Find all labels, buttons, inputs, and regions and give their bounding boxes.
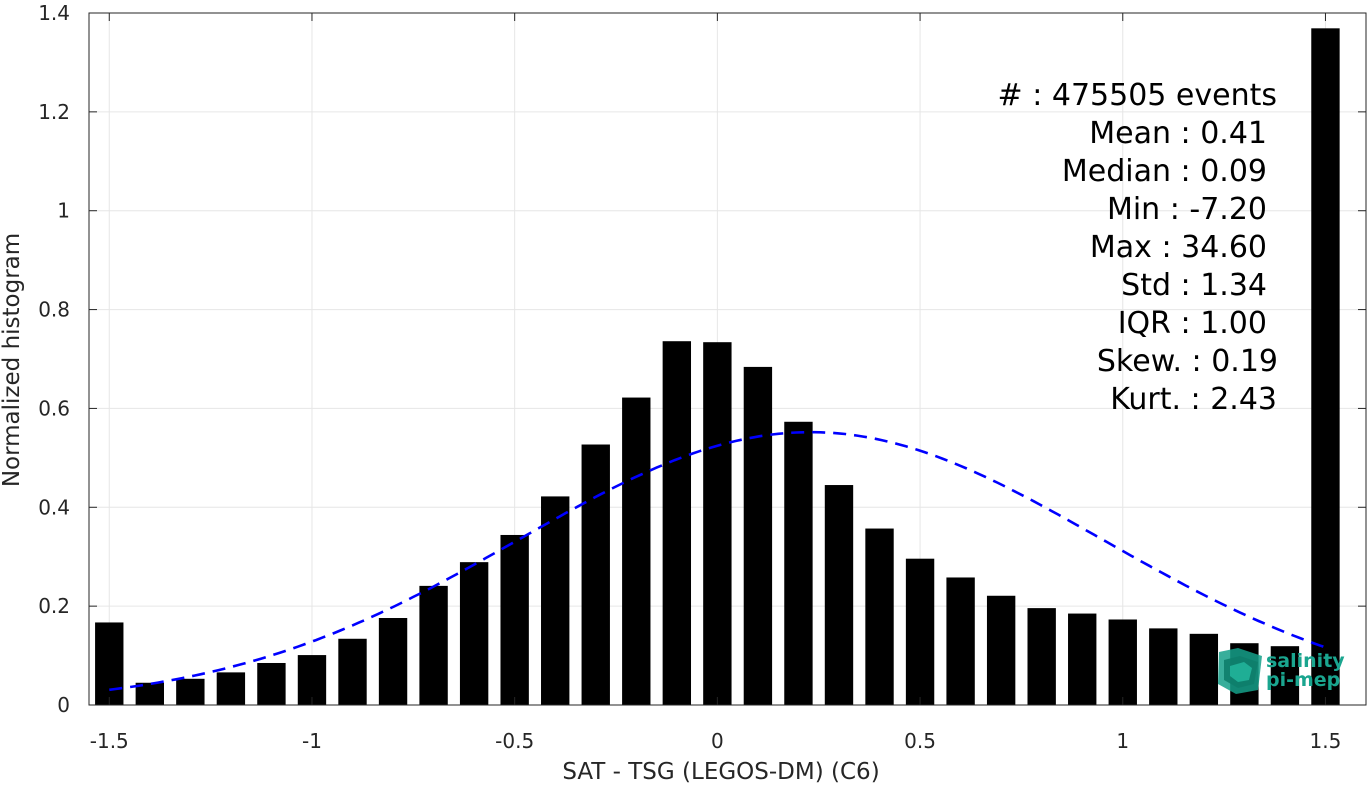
histogram-bar xyxy=(541,496,570,705)
normal-fit-curve xyxy=(109,430,1326,692)
y-tick-label: 0 xyxy=(57,693,70,717)
histogram-bar xyxy=(784,421,813,705)
histogram-bar xyxy=(1189,633,1219,705)
histogram-bar xyxy=(1108,619,1137,705)
x-tick-label: 1.5 xyxy=(1310,729,1342,753)
y-tick-label: 1.2 xyxy=(38,100,70,124)
logo-line2: pi-mep xyxy=(1266,669,1340,691)
histogram-bar xyxy=(865,528,894,705)
x-tick-label: -1 xyxy=(302,729,322,753)
histogram-bar xyxy=(986,595,1016,705)
axes-frame xyxy=(88,12,1367,706)
y-tick-label: 1.4 xyxy=(38,1,70,25)
histogram-bar xyxy=(338,638,367,705)
histogram-bar xyxy=(824,485,854,705)
y-tick-label: 0.4 xyxy=(38,495,70,519)
stat-line: Min : -7.20 xyxy=(1107,192,1267,227)
histogram-bar xyxy=(1068,613,1097,705)
stat-line: Skew. : 0.19 xyxy=(1097,344,1278,379)
histogram-bars xyxy=(95,28,1340,705)
y-axis-ticks: 0 0.2 0.4 0.6 0.8 1 1.2 1.4 xyxy=(38,1,1366,717)
histogram-bar xyxy=(743,366,773,705)
stat-line: Kurt. : 2.43 xyxy=(1110,382,1277,417)
histogram-bar xyxy=(459,562,489,705)
x-tick-label: -0.5 xyxy=(495,729,534,753)
histogram-bar xyxy=(216,672,246,705)
plot-border xyxy=(88,12,1367,706)
histogram-bar xyxy=(622,397,651,705)
y-tick-label: 0.2 xyxy=(38,594,70,618)
histogram-bar xyxy=(135,682,164,705)
stat-line: IQR : 1.00 xyxy=(1118,306,1267,341)
histogram-bar xyxy=(1027,608,1056,705)
histogram-bar xyxy=(95,622,124,705)
salinity-pimep-logo: salinity pi-mep xyxy=(1218,648,1345,694)
histogram-bar xyxy=(905,558,935,705)
histogram-bar xyxy=(500,534,529,705)
x-tick-label: 1 xyxy=(1116,729,1129,753)
cube-icon xyxy=(1218,648,1262,694)
histogram-bar xyxy=(419,585,448,705)
stat-line: # : 475505 events xyxy=(998,78,1277,113)
histogram-bar xyxy=(946,577,975,705)
histogram-bar xyxy=(1270,646,1300,705)
logo-line1: salinity xyxy=(1266,650,1345,672)
x-axis-ticks: -1.5 -1 -0.5 0 0.5 1 1.5 xyxy=(90,13,1342,753)
histogram-bar xyxy=(703,342,732,705)
stat-line: Max : 34.60 xyxy=(1090,230,1267,265)
y-tick-label: 1 xyxy=(57,199,70,223)
x-axis-label: SAT - TSG (LEGOS-DM) (C6) xyxy=(562,759,879,785)
y-tick-label: 0.8 xyxy=(38,298,70,322)
x-tick-label: 0.5 xyxy=(904,729,936,753)
histogram-bar xyxy=(581,444,610,705)
stat-line: Std : 1.34 xyxy=(1121,268,1267,303)
histogram-bar xyxy=(1149,628,1178,705)
y-axis-label: Normalized histogram xyxy=(0,233,25,487)
histogram-bar xyxy=(176,678,205,705)
x-tick-label: 0 xyxy=(711,729,724,753)
histogram-bar xyxy=(662,341,692,705)
y-tick-label: 0.6 xyxy=(38,396,70,420)
histogram-bar xyxy=(297,655,327,705)
grid-lines xyxy=(89,12,1366,706)
histogram-bar xyxy=(257,662,286,705)
x-tick-label: -1.5 xyxy=(90,729,129,753)
stat-line: Median : 0.09 xyxy=(1062,154,1267,189)
histogram-bar xyxy=(378,618,408,705)
histogram-bar xyxy=(1311,28,1340,705)
stat-line: Mean : 0.41 xyxy=(1089,116,1267,151)
